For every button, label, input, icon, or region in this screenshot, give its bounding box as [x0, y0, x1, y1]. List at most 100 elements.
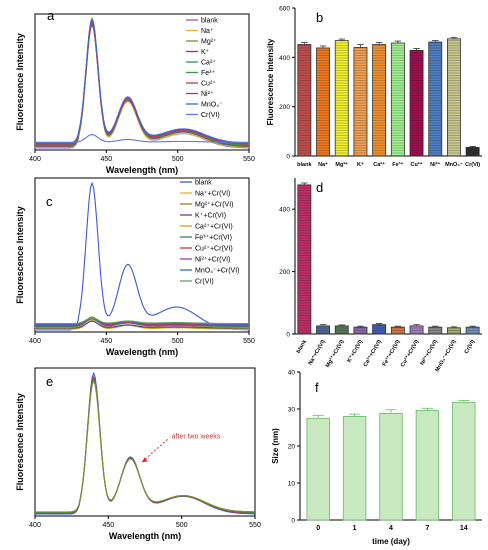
- x-tick-label-f-3: 7: [425, 525, 429, 532]
- annotation-arrow: [141, 438, 168, 463]
- x-tick-label-b-8: MnO₄⁻: [445, 162, 463, 168]
- series-line-c-7: [35, 317, 249, 326]
- legend-label-a-1: Na⁺: [201, 28, 214, 35]
- x-axis-label-c: Wavelength (nm): [106, 347, 178, 357]
- x-tick-label-d-2: Mg²⁺+Cr(VI): [324, 338, 346, 368]
- series-line-e-3: [35, 379, 255, 513]
- panel-label-a: a: [47, 8, 55, 23]
- x-tick-label-d-4: Ca²⁺+Cr(VI): [362, 338, 383, 368]
- legend-label-a-7: Ni²⁺: [201, 91, 214, 98]
- legend-label-c-7: Ni²⁺+Cr(VI): [195, 257, 230, 264]
- bar-d-1: [316, 325, 330, 335]
- bar-b-1: [316, 47, 330, 157]
- panel-label-f: f: [315, 380, 319, 395]
- y-axis-label-c: Fluorescence Intensity: [15, 206, 25, 304]
- legend-label-c-3: K⁺+Cr(VI): [195, 213, 226, 220]
- bar-f-0: [306, 417, 330, 521]
- x-tick-label-d-6: Cu²⁺+Cr(VI): [399, 338, 420, 368]
- x-tick-label-c: 400: [29, 338, 41, 345]
- panel-label-e: e: [46, 374, 53, 389]
- x-tick-label-b-2: Mg²⁺: [335, 161, 348, 168]
- bar-b-8: [447, 38, 461, 157]
- y-axis-label-f: Size (nm): [271, 428, 280, 464]
- legend-label-c-9: Cr(VI): [195, 279, 214, 286]
- legend-label-c-4: Ca²⁺+Cr(VI): [195, 224, 233, 231]
- x-tick-label-b-4: Ca²⁺: [373, 161, 385, 168]
- series-line-c-5: [35, 318, 249, 327]
- bar-b-2: [334, 40, 349, 157]
- legend-label-a-2: Mg²⁺: [201, 39, 217, 46]
- x-tick-label-f-0: 0: [316, 525, 320, 532]
- series-line-c-6: [35, 317, 249, 327]
- series-line-e-0: [35, 371, 255, 515]
- legend-label-c-2: Mg²⁺+Cr(VI): [195, 202, 234, 209]
- annotation-text: after two weeks: [172, 433, 221, 440]
- x-tick-label-b-5: Fe³⁺: [392, 161, 403, 168]
- x-tick-label-e: 400: [29, 522, 41, 529]
- bar-f-4: [452, 401, 476, 521]
- legend-label-a-3: K⁺: [201, 49, 210, 56]
- x-tick-label-e: 500: [176, 522, 188, 529]
- series-line-c-9: [35, 317, 249, 325]
- x-tick-label-c: 450: [100, 338, 112, 345]
- panel-label-d: d: [316, 180, 323, 195]
- x-tick-label-a: 400: [29, 156, 41, 163]
- x-tick-label-d-0: blank: [296, 338, 309, 354]
- legend-label-a-8: MnO₄⁻: [201, 102, 223, 109]
- y-tick-label-d: 0: [286, 332, 290, 339]
- legend-label-c-0: blank: [195, 180, 212, 187]
- series-line-c-3: [35, 320, 249, 329]
- y-axis-label-a: Fluorescence Intensity: [15, 33, 25, 131]
- x-tick-label-b-6: Cu²⁺: [411, 161, 423, 168]
- x-tick-label-a: 450: [100, 156, 112, 163]
- x-tick-label-a: 500: [172, 156, 184, 163]
- panel-c: 400 450 500 550 Wavelength (nm) Fluorescence …: [15, 177, 255, 357]
- bar-f-3: [415, 410, 440, 521]
- x-tick-label-e: 450: [102, 522, 114, 529]
- x-axis-label-a: Wavelength (nm): [106, 165, 178, 175]
- y-tick-label-f: 0: [291, 518, 295, 525]
- y-axis-label-b: Fluorescence Intensity: [266, 38, 275, 125]
- y-tick-label-b: 600: [279, 6, 290, 13]
- y-tick-label-f: 20: [288, 444, 296, 451]
- bar-d-3: [353, 326, 368, 335]
- x-tick-label-b-7: Ni²⁺: [430, 161, 440, 168]
- x-tick-label-c: 550: [243, 338, 255, 345]
- x-tick-label-b-3: K⁺: [357, 161, 364, 168]
- legend-label-c-6: Cu²⁺+Cr(VI): [195, 246, 233, 253]
- plot-frame-c: [34, 177, 250, 333]
- panel-b: 0 200 400 600 Fluorescence Intensity blank Na⁺…: [266, 6, 482, 168]
- panel-d: 0 200 400 blank Na⁺+Cr(VI)Mg²⁺+Cr(VI) K⁺+Cr(V…: [279, 178, 482, 373]
- x-tick-label-b-9: Cr(VI): [465, 162, 480, 168]
- y-tick-label-f: 30: [288, 407, 296, 414]
- panel-label-c: c: [46, 194, 53, 209]
- legend-label-c-1: Na⁺+Cr(VI): [195, 191, 230, 198]
- panel-e: 400 450 500 550 Wavelength (nm) Fluorescence …: [15, 367, 261, 541]
- bar-d-4: [372, 324, 387, 335]
- series-line-a-9: [35, 134, 249, 143]
- x-axis-label-e: Wavelength (nm): [109, 531, 181, 541]
- y-tick-label-d: 400: [279, 207, 290, 214]
- series-line-a-8: [35, 18, 249, 144]
- y-axis-label-e: Fluorescence Intensity: [15, 393, 25, 491]
- bar-d-2: [334, 325, 349, 335]
- x-tick-label-d-8: MnO₄⁻+Cr(VI): [435, 339, 458, 373]
- x-tick-label-e: 550: [249, 522, 261, 529]
- bar-b-3: [353, 47, 368, 157]
- annotation-arrowhead: [141, 457, 148, 463]
- y-tick-label-f: 40: [288, 370, 296, 377]
- plot-frame-e: [34, 367, 256, 517]
- legend-label-a-0: blank: [201, 18, 218, 25]
- x-tick-label-d-1: Na⁺+Cr(VI): [307, 338, 327, 366]
- bar-b-9: [465, 146, 480, 157]
- series-line-c-2: [35, 320, 249, 330]
- panel-label-b: b: [316, 10, 323, 25]
- legend-label-a-9: Cr(VI): [201, 112, 220, 119]
- y-tick-label-f: 10: [288, 481, 296, 488]
- legend-label-a-4: Ca²⁺: [201, 60, 216, 67]
- legend-label-c-5: Fe³⁺+Cr(VI): [195, 235, 232, 242]
- bar-b-5: [390, 42, 405, 157]
- legend-label-a-5: Fe³⁺: [201, 70, 216, 77]
